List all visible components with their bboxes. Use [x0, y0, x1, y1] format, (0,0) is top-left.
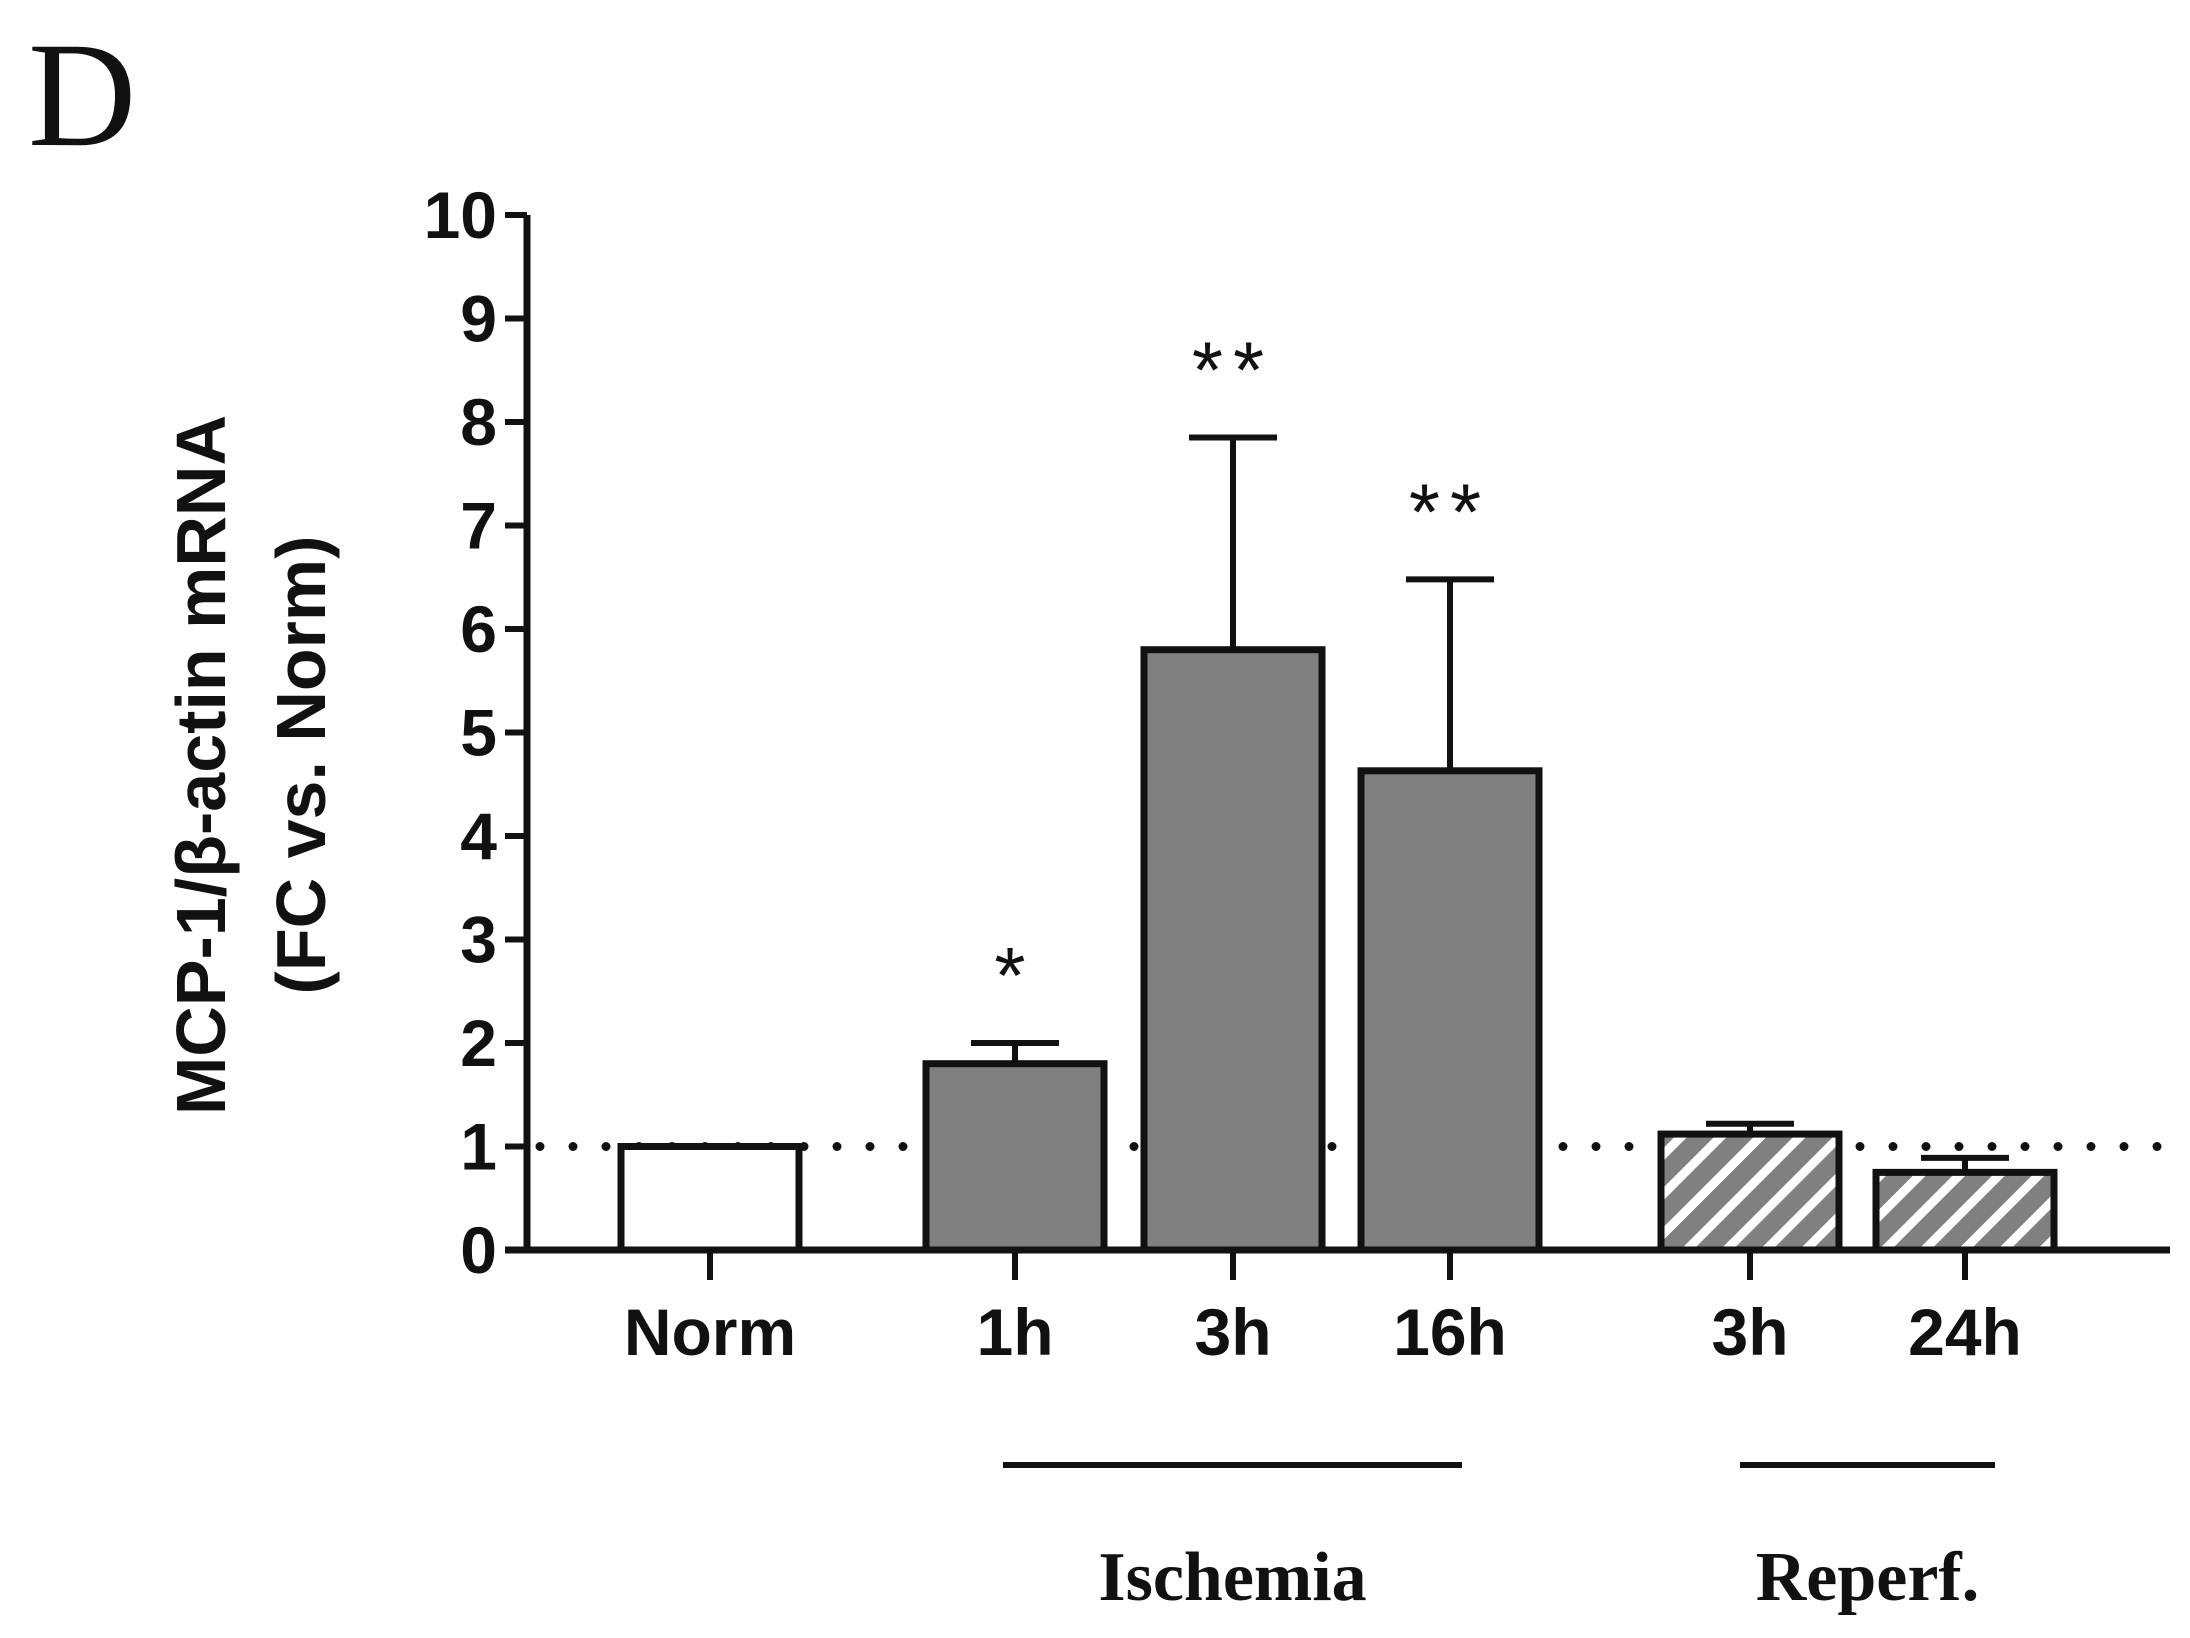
- y-tick-label: 9: [460, 282, 497, 356]
- y-tick-label: 1: [460, 1110, 497, 1184]
- bar: [1657, 1130, 1843, 1254]
- y-tick-label: 5: [460, 696, 497, 770]
- panel-label: D: [28, 12, 136, 178]
- y-tick-label: 8: [460, 385, 497, 459]
- bar: [1872, 1168, 2058, 1254]
- y-axis-title: MCP-1/β-actin mRNA (FC vs. Norm): [162, 415, 340, 1115]
- y-tick-label: 6: [460, 592, 497, 666]
- bar: [1140, 646, 1326, 1254]
- significance-label: **: [1409, 467, 1491, 556]
- x-tick-label: 3h: [1711, 1295, 1788, 1369]
- y-tick-label: 4: [460, 799, 497, 873]
- bar: [1357, 767, 1543, 1254]
- y-tick-label: 10: [424, 178, 497, 252]
- x-tick-label: Norm: [624, 1295, 796, 1369]
- y-axis-title-line1: MCP-1/β-actin mRNA: [162, 415, 240, 1115]
- bar: [617, 1143, 803, 1254]
- group-label: Reperf.: [1756, 1539, 1980, 1616]
- group-label: Ischemia: [1098, 1539, 1366, 1616]
- x-tick-label: 3h: [1194, 1295, 1271, 1369]
- y-tick-label: 0: [460, 1213, 497, 1287]
- bar: [922, 1060, 1108, 1254]
- x-tick-label: 16h: [1393, 1295, 1507, 1369]
- x-tick-label: 24h: [1908, 1295, 2022, 1369]
- x-tick-label: 1h: [976, 1295, 1053, 1369]
- y-axis-title-line2: (FC vs. Norm): [262, 536, 340, 995]
- bars: Norm 1h * 3h ** 16h ** 3h 24h: [617, 326, 2058, 1369]
- y-tick-label: 7: [460, 489, 497, 563]
- group-labels: Ischemia Reperf.: [1003, 1462, 1995, 1616]
- significance-label: **: [1192, 326, 1274, 415]
- y-tick-label: 2: [460, 1006, 497, 1080]
- significance-label: *: [994, 931, 1035, 1020]
- y-tick-label: 3: [460, 903, 497, 977]
